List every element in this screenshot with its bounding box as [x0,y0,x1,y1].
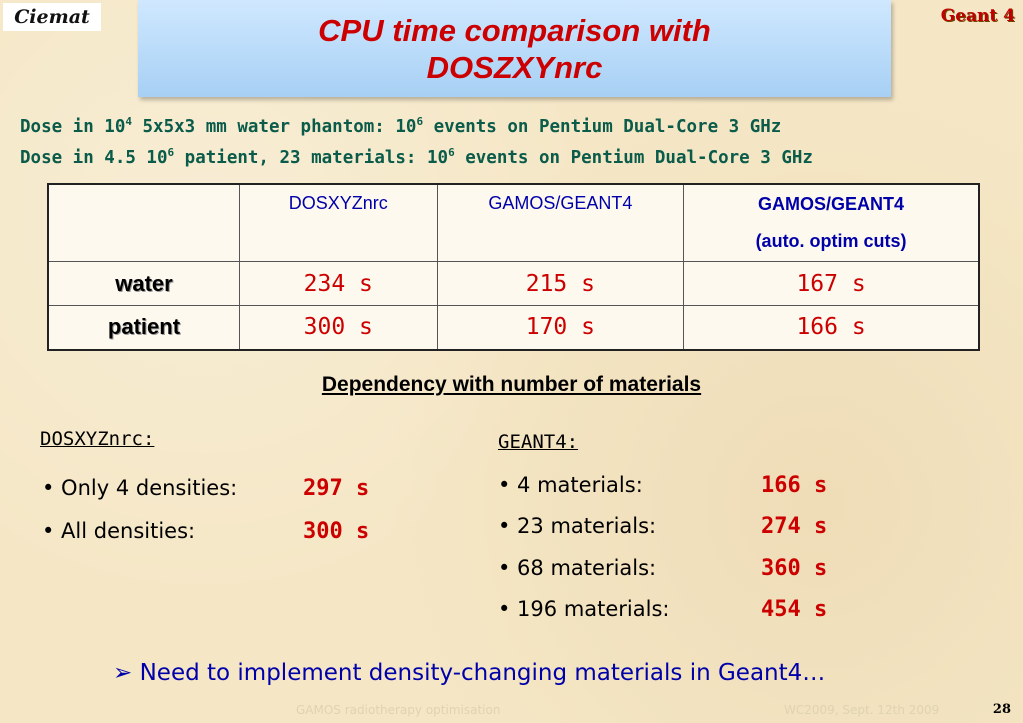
list-item-value: 297 s [303,476,370,501]
cell-value: 215 s [436,261,685,306]
list-item: • 196 materials: [498,597,670,621]
table-header-row: DOSXYZnrc GAMOS/GEANT4 GAMOS/GEANT4 (aut… [47,183,980,262]
header-dosxyznrc: DOSXYZnrc [238,183,438,262]
cpu-comparison-table: DOSXYZnrc GAMOS/GEANT4 GAMOS/GEANT4 (aut… [47,183,980,351]
header-gamos-auto-line2: (auto. optim cuts) [755,231,907,251]
footer-left-text: GAMOS radiotherapy optimisation [296,703,501,717]
conclusion-bullet: ➢ Need to implement density-changing mat… [113,660,825,686]
row-label-water: water [47,261,240,306]
table-row: patient 300 s 170 s 166 s [47,305,980,350]
list-item-value: 300 s [303,519,370,544]
empty-header-cell [47,183,240,262]
dosxyznrc-heading: DOSXYZnrc: [40,428,155,450]
header-gamos-auto: GAMOS/GEANT4 (auto. optim cuts) [683,183,980,262]
dependency-heading: Dependency with number of materials [321,373,702,396]
list-item: • 68 materials: [498,556,657,580]
row-label-patient: patient [47,305,240,350]
conclusion-text: Need to implement density-changing mater… [139,660,826,686]
ciemat-logo: Ciemat [3,3,101,31]
table-row: water 234 s 215 s 167 s [47,261,980,306]
list-item-value: 360 s [761,556,828,581]
title-box: CPU time comparison with DOSZXYnrc [138,0,891,97]
list-item-value: 274 s [761,514,828,539]
footer: GAMOS radiotherapy optimisation WC2009, … [0,699,1023,723]
footer-right-text: WC2009, Sept. 12th 2009 [784,703,940,717]
list-item-value: 454 s [761,597,828,622]
list-item-value: 166 s [761,473,828,498]
cell-value: 234 s [238,261,438,306]
subtitle-line-1: Dose in 104 5x5x3 mm water phantom: 106 … [20,115,782,137]
header-gamos: GAMOS/GEANT4 [436,183,685,262]
cell-value: 300 s [238,305,438,350]
list-item: • 4 materials: [498,473,643,497]
header-gamos-auto-line1: GAMOS/GEANT4 [758,194,905,214]
cell-value: 166 s [683,305,980,350]
list-item: • All densities: [42,519,196,543]
arrow-bullet-icon: ➢ [113,660,133,686]
geant4-heading: GEANT4: [498,431,579,453]
page-number: 28 [992,702,1011,717]
title-line-2: DOSZXYnrc [426,49,603,85]
list-item: • 23 materials: [498,514,657,538]
cell-value: 167 s [683,261,980,306]
subtitle-line-2: Dose in 4.5 106 patient, 23 materials: 1… [20,146,813,168]
list-item: • Only 4 densities: [42,476,238,500]
title-line-1: CPU time comparison with [318,12,711,48]
geant4-brand: Geant 4 [940,6,1015,26]
cell-value: 170 s [436,305,685,350]
